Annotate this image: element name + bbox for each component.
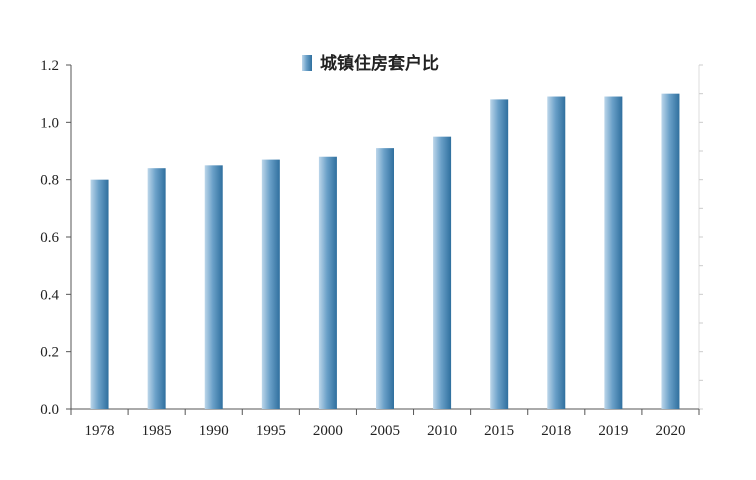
x-tick-label: 2000 — [313, 423, 343, 439]
x-tick-label: 2018 — [541, 423, 571, 439]
y-tick-label: 0.8 — [40, 173, 59, 189]
x-tick-label: 2019 — [598, 423, 628, 439]
bar-2000 — [318, 156, 337, 409]
x-tick-label: 2020 — [655, 423, 685, 439]
legend: 城镇住房套户比 — [302, 53, 439, 74]
x-tick-label: 1990 — [199, 423, 229, 439]
bar-1978 — [90, 179, 109, 409]
bar-2018 — [547, 96, 566, 410]
bar-2019 — [604, 96, 623, 410]
bar-2015 — [490, 99, 509, 410]
x-axis: 1978 1985 1990 1995 2000 2005 2010 2015 2018 2019… — [70, 408, 700, 439]
bar-1995 — [261, 159, 280, 409]
x-tick-label: 2005 — [370, 423, 400, 439]
y-tick-label: 1.2 — [40, 58, 59, 74]
x-tick-label: 1978 — [85, 423, 115, 439]
bar-2010 — [433, 136, 452, 409]
y-tick-label: 0.2 — [40, 345, 59, 361]
y-tick-label: 1.0 — [40, 115, 59, 131]
bar-2020 — [661, 93, 680, 410]
bars — [90, 93, 680, 410]
x-tick-label: 1995 — [256, 423, 286, 439]
y-tick-label: 0.4 — [40, 287, 59, 303]
bar-1990 — [204, 165, 223, 409]
bar-2005 — [376, 148, 394, 409]
x-tick-label: 2015 — [484, 423, 514, 439]
y-tick-label: 0.6 — [40, 230, 59, 246]
y-tick-label: 0.0 — [40, 402, 59, 418]
x-tick-label: 1985 — [142, 423, 172, 439]
legend-swatch — [302, 55, 312, 71]
y-axis: 0.0 0.2 0.4 0.6 0.8 1.0 1.2 — [40, 58, 703, 418]
legend-label: 城镇住房套户比 — [320, 53, 439, 74]
bar-1985 — [147, 168, 166, 409]
x-tick-label: 2010 — [427, 423, 457, 439]
